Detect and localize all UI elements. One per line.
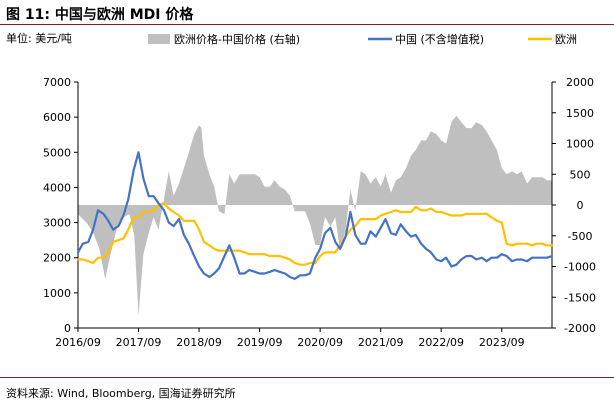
left-tick-label: 6000	[43, 111, 71, 124]
x-tick-label: 2020/09	[297, 336, 343, 349]
mdi-price-chart: 单位: 美元/吨 欧洲价格-中国价格 (右轴) 中国 (不含增值税) 欧洲 0 1…	[6, 31, 596, 349]
title-divider	[0, 24, 614, 25]
right-tick-label: -1000	[564, 261, 596, 274]
right-tick-label: -2000	[564, 322, 596, 335]
right-tick-label: -1500	[564, 291, 596, 304]
x-tick-label: 2016/09	[55, 336, 101, 349]
left-tick-label: 5000	[43, 146, 71, 159]
x-tick-label: 2018/09	[176, 336, 222, 349]
europe-price-line	[76, 202, 554, 266]
legend-label-china: 中国 (不含增值税)	[395, 32, 484, 46]
legend-swatch-spread	[148, 34, 170, 44]
right-tick-label: 1500	[566, 107, 594, 120]
x-tick-label: 2021/09	[358, 336, 404, 349]
left-tick-label: 3000	[43, 217, 71, 230]
source-note: 资料来源: Wind, Bloomberg, 国海证券研究所	[6, 387, 236, 400]
spread-area	[78, 115, 552, 316]
footer-divider	[0, 377, 614, 378]
x-tick-label: 2022/09	[418, 336, 464, 349]
right-tick-label: 500	[570, 168, 591, 181]
left-axis-unit: 单位: 美元/吨	[6, 31, 72, 45]
figure-title: 图 11: 中国与欧洲 MDI 价格	[6, 7, 194, 23]
right-tick-label: -500	[568, 230, 593, 243]
x-tick-label: 2019/09	[237, 336, 283, 349]
plot-area: 01000200030004000500060007000-2000-1500-…	[43, 76, 596, 349]
china-price-line	[76, 151, 554, 280]
left-tick-label: 2000	[43, 252, 71, 265]
left-tick-label: 1000	[43, 287, 71, 300]
legend-label-europe: 欧洲	[555, 33, 577, 46]
legend: 单位: 美元/吨 欧洲价格-中国价格 (右轴) 中国 (不含增值税) 欧洲	[6, 31, 577, 46]
left-tick-label: 7000	[43, 76, 71, 89]
right-tick-label: 1000	[566, 138, 594, 151]
left-tick-label: 0	[64, 322, 71, 335]
legend-label-spread: 欧洲价格-中国价格 (右轴)	[174, 32, 300, 46]
right-tick-label: 0	[577, 199, 584, 212]
left-tick-label: 4000	[43, 181, 71, 194]
right-tick-label: 2000	[566, 76, 594, 89]
x-tick-label: 2023/09	[479, 336, 525, 349]
x-tick-label: 2017/09	[116, 336, 162, 349]
